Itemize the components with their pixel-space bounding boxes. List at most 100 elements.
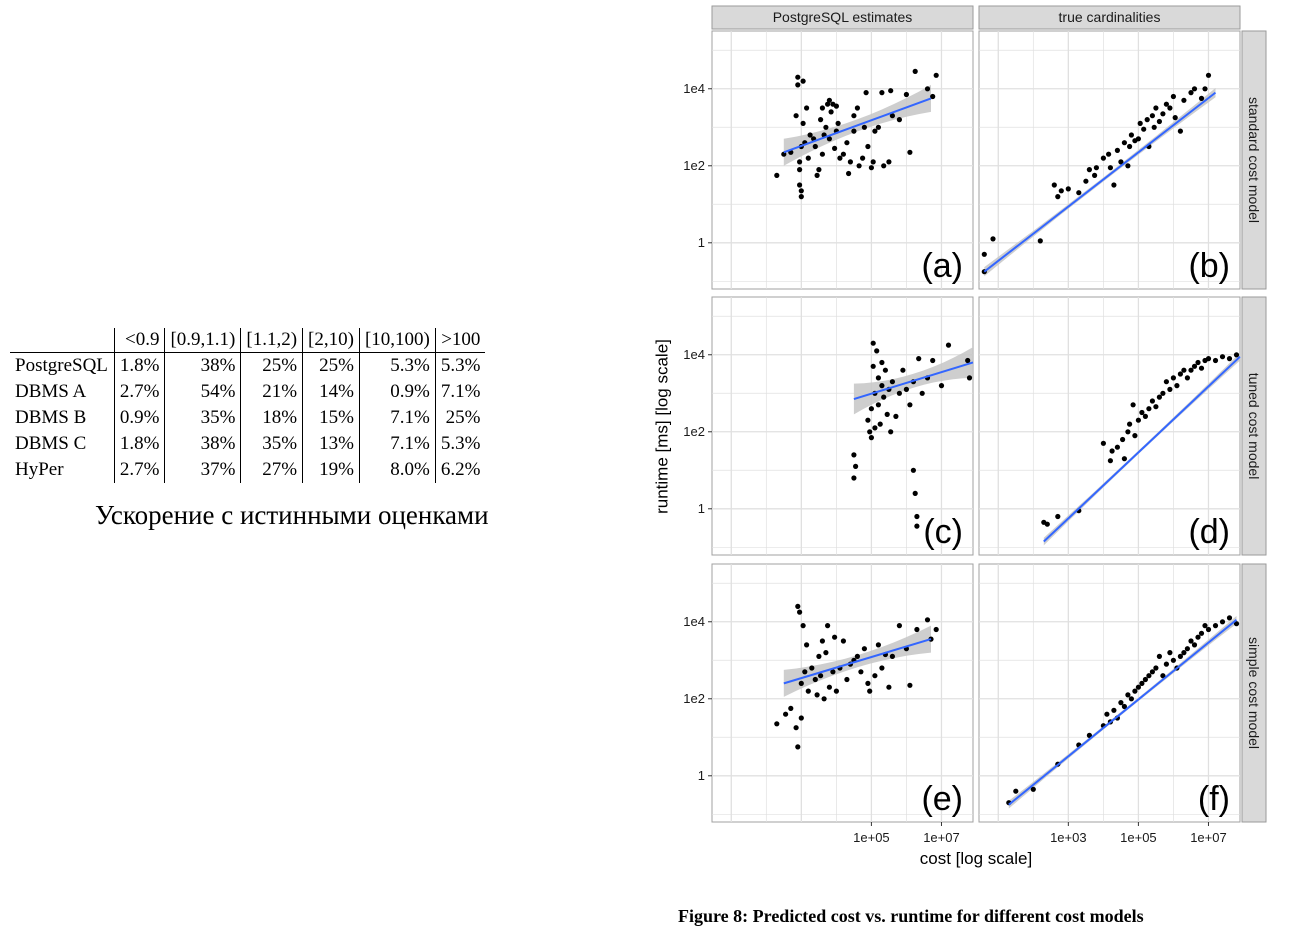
data-point (832, 634, 838, 640)
data-point (1153, 105, 1159, 111)
data-point (825, 101, 831, 107)
data-point (861, 124, 867, 130)
data-point (1212, 623, 1219, 629)
data-point (1226, 356, 1233, 362)
data-point (903, 386, 909, 392)
data-point (1100, 440, 1106, 446)
data-point (1135, 684, 1141, 690)
data-point (814, 172, 820, 178)
data-point (819, 151, 825, 157)
data-point (888, 88, 894, 94)
data-point (1121, 140, 1127, 146)
data-point (879, 359, 885, 366)
data-point (1130, 402, 1136, 408)
data-point (1226, 615, 1233, 621)
y-tick-label: 1e4 (683, 347, 705, 362)
data-point (879, 665, 885, 671)
table-cell: 25% (434, 405, 486, 431)
panel-background (978, 563, 1241, 823)
data-point (1205, 72, 1212, 78)
data-point (1051, 182, 1057, 188)
data-point (1086, 732, 1092, 739)
data-point (823, 650, 829, 656)
table-cell: 13% (302, 431, 360, 457)
data-point (1177, 128, 1183, 134)
table-header-row: <0.9 [0.9,1.1) [1.1,2) [2,10) [10,100) >… (10, 328, 486, 353)
data-point (872, 673, 878, 679)
data-point (774, 172, 780, 178)
data-point (1114, 444, 1120, 450)
data-point (1037, 238, 1043, 244)
data-point (793, 113, 799, 119)
data-point (1093, 165, 1099, 171)
data-point (1121, 456, 1127, 462)
data-point (1146, 673, 1152, 679)
data-point (1170, 375, 1176, 381)
data-point (847, 159, 853, 165)
data-point (1135, 417, 1141, 423)
data-point (896, 390, 902, 396)
data-point (823, 124, 829, 130)
data-point (893, 413, 899, 419)
data-point (1188, 638, 1194, 644)
y-tick-label: 1 (698, 235, 705, 250)
data-point (1137, 120, 1143, 126)
row-label: PostgreSQL (15, 355, 108, 376)
regression-line (1043, 355, 1241, 543)
data-point (933, 72, 939, 78)
data-point (1233, 621, 1240, 627)
data-point (807, 132, 813, 138)
table-cell: 7.1% (358, 431, 436, 457)
data-point (870, 363, 876, 369)
data-point (1104, 711, 1110, 717)
facet-scatter-figure: PostgreSQL estimates true cardinalities st… (653, 5, 1267, 868)
y-tick-label: 1e2 (683, 158, 705, 173)
data-point (825, 623, 831, 629)
data-point (872, 425, 878, 431)
data-point (1146, 406, 1152, 412)
data-point (798, 715, 804, 721)
data-point (1160, 673, 1166, 679)
data-point (924, 86, 931, 92)
table-row: DBMS C 1.8% 38% 35% 13% 7.1% 5.3% (10, 431, 486, 457)
data-point (870, 159, 876, 165)
x-tick-label: 1e+03 (1050, 830, 1087, 845)
table-cell: 19% (302, 457, 360, 483)
row-label: HyPer (15, 459, 64, 480)
data-point (877, 421, 883, 427)
data-point (912, 490, 918, 496)
table-cell: 2.7% (113, 457, 165, 483)
table-cell: 5.3% (358, 352, 436, 379)
data-point (1013, 788, 1019, 794)
column-header: [0.9,1.1) (164, 328, 241, 353)
data-point (1188, 367, 1194, 373)
data-point (1181, 97, 1187, 103)
data-point (1184, 646, 1190, 652)
data-point (933, 626, 939, 633)
data-point (1106, 151, 1112, 157)
column-header: [2,10) (302, 328, 360, 353)
facet-strip-label: true cardinalities (1059, 9, 1161, 25)
data-point (1149, 398, 1155, 404)
panel-label: (f) (1198, 780, 1230, 818)
data-point (797, 182, 803, 188)
facet-strip-label: tuned cost model (1246, 373, 1262, 480)
data-point (914, 626, 920, 633)
data-point (854, 653, 860, 660)
data-point (1132, 688, 1138, 694)
data-point (1055, 194, 1061, 200)
data-point (830, 669, 836, 675)
data-point (1135, 136, 1141, 142)
data-point (1107, 165, 1113, 171)
data-point (907, 402, 913, 408)
row-label: DBMS A (15, 381, 87, 402)
data-point (1167, 105, 1173, 111)
data-point (938, 383, 945, 389)
table-cell: 2.7% (113, 379, 165, 405)
data-point (1163, 101, 1169, 107)
data-point (800, 120, 806, 126)
data-point (851, 452, 857, 458)
data-point (863, 90, 869, 96)
table-row: HyPer 2.7% 37% 27% 19% 8.0% 6.2% (10, 457, 486, 483)
data-point (896, 117, 902, 123)
